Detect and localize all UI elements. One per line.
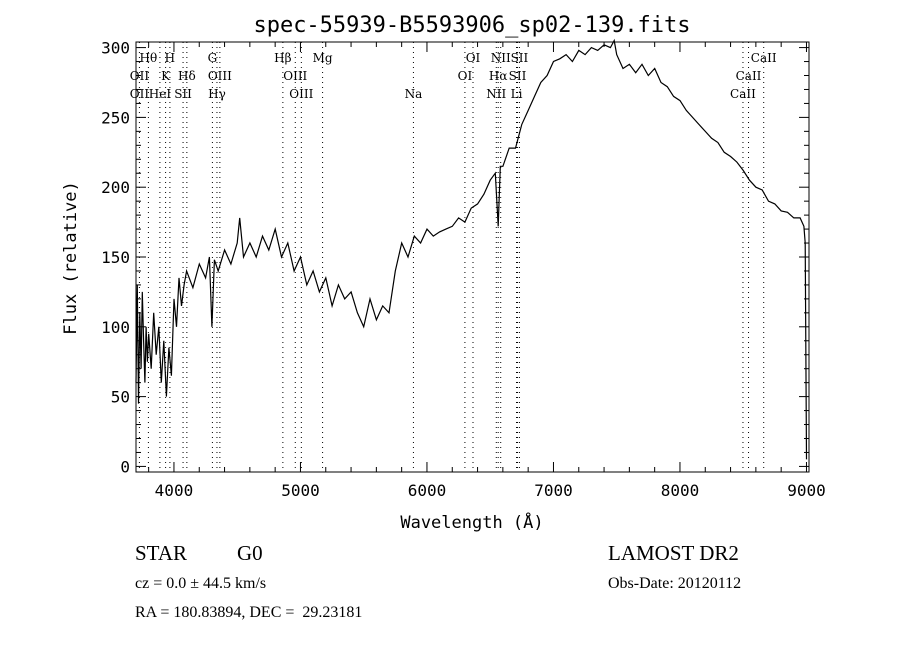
- spectral-line-label: OI: [466, 51, 481, 65]
- x-tick-label: 4000: [155, 481, 194, 500]
- x-tick-label: 9000: [787, 481, 826, 500]
- spectral-line-label: Hγ: [208, 87, 226, 101]
- y-tick-label: 150: [101, 248, 130, 267]
- y-tick-label: 50: [111, 388, 130, 407]
- x-tick-label: 5000: [281, 481, 320, 500]
- spectral-line-label: Hθ: [140, 51, 158, 65]
- chart-title: spec-55939-B5593906_sp02-139.fits: [253, 13, 690, 38]
- spectral-line-label: CaII: [736, 69, 762, 83]
- survey-label: LAMOST DR2: [608, 541, 739, 565]
- x-tick-label: 6000: [408, 481, 447, 500]
- spectral-line-label: OIII: [283, 69, 307, 83]
- object-subclass: G0: [237, 541, 263, 565]
- spectral-line-label: Hα: [489, 69, 508, 83]
- spectral-line-label: Hδ: [178, 69, 196, 83]
- coordinates-text: RA = 180.83894, DEC = 29.23181: [135, 604, 363, 621]
- spectral-line-label: Mg: [313, 51, 333, 65]
- spectral-line-label: OIII: [289, 87, 313, 101]
- y-axis-label: Flux (relative): [61, 181, 81, 335]
- spectral-line-label: Na: [405, 87, 423, 101]
- y-tick-label: 250: [101, 108, 130, 127]
- x-axis-label: Wavelength (Å): [400, 511, 543, 533]
- y-tick-label: 300: [101, 39, 130, 58]
- redshift-text: cz = 0.0 ± 44.5 km/s: [135, 575, 267, 592]
- y-tick-label: 200: [101, 178, 130, 197]
- spectral-line-label: Hβ: [274, 51, 291, 65]
- y-tick-label: 0: [120, 457, 130, 476]
- spectral-line-label: H: [165, 51, 175, 65]
- y-tick-label: 100: [101, 318, 130, 337]
- spectral-line-label: NII: [491, 51, 511, 65]
- obs-date-text: Obs-Date: 20120112: [608, 575, 742, 592]
- spectral-line-label: K: [161, 69, 171, 83]
- spectral-line-label: Li: [511, 87, 523, 101]
- spectral-line-label: HeI: [149, 87, 172, 101]
- spectral-line-label: CaII: [730, 87, 756, 101]
- spectral-line-label: SII: [174, 87, 192, 101]
- spectral-line-label: OIII: [208, 69, 232, 83]
- spectrum-line: [135, 38, 808, 460]
- spectral-line-label: CaII: [751, 51, 777, 65]
- spectral-line-label: SII: [509, 69, 527, 83]
- x-tick-label: 7000: [534, 481, 573, 500]
- spectral-line-label: OI: [458, 69, 473, 83]
- object-class: STAR: [135, 541, 187, 565]
- spectral-line-label: G: [208, 51, 218, 65]
- plot-frame: [135, 41, 810, 473]
- spectral-line-label: NII: [486, 87, 506, 101]
- spectral-line-label: SII: [511, 51, 529, 65]
- x-tick-label: 8000: [661, 481, 700, 500]
- spectral-line-label: OII: [130, 87, 150, 101]
